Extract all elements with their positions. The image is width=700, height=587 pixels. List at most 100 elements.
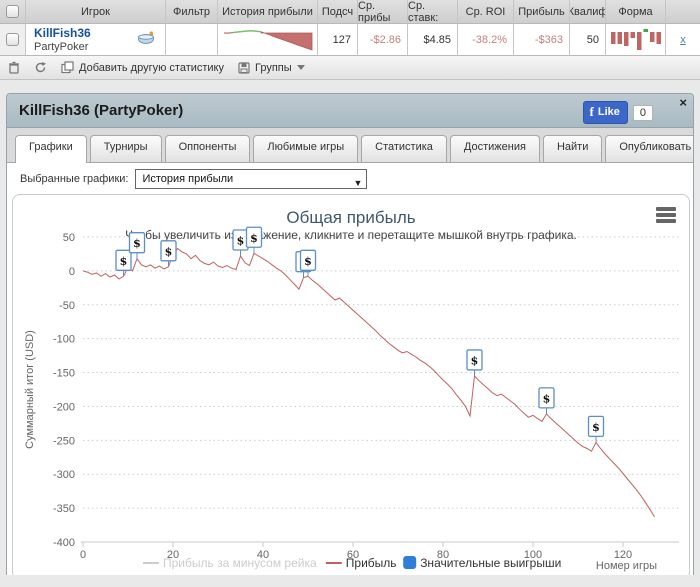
flag-symbol: $ [237, 234, 245, 247]
x-tick-label: 60 [347, 549, 359, 561]
col-avg-roi[interactable]: Ср. ROI [458, 0, 514, 24]
flag-symbol: $ [250, 232, 258, 245]
partypoker-bowl-icon [137, 30, 155, 48]
tab-tournaments[interactable]: Турниры [89, 135, 162, 162]
chart-selector-label: Выбранные графики: [20, 173, 129, 185]
col-profit[interactable]: Прибыль [514, 0, 570, 24]
y-tick-label: -300 [53, 469, 75, 481]
row-select-cell [0, 24, 26, 56]
significant-win-flag[interactable] [245, 226, 263, 248]
dropdown-arrow-icon: ▼ [353, 178, 363, 188]
y-tick-label: -400 [53, 537, 75, 549]
col-form[interactable]: Форма [606, 0, 666, 24]
significant-win-flag[interactable] [128, 232, 146, 254]
close-icon[interactable]: × [679, 95, 687, 110]
profit-line-series [82, 247, 655, 518]
significant-win-flag[interactable] [587, 415, 605, 438]
col-actions [666, 0, 700, 24]
select-all-cell [0, 0, 26, 24]
legend-item[interactable]: Прибыль за минусом рейка [163, 556, 317, 570]
panel-header: KillFish36 (PartyPoker) f Like 0 × [7, 94, 693, 128]
chart-type-selected-value: История прибыли [142, 173, 234, 185]
form-bar-loss [630, 31, 635, 38]
tab-statistics[interactable]: Статистика [361, 135, 447, 162]
col-qualified[interactable]: Квалиф [570, 0, 606, 24]
tab-bar: Графики Турниры Оппоненты Любимые игры С… [7, 128, 693, 163]
significant-win-flag[interactable] [160, 240, 177, 262]
table-row: KillFish36 PartyPoker 127 -$2.86 $4.85 -… [0, 24, 700, 56]
flag-symbol: $ [133, 237, 141, 250]
row-checkbox[interactable] [6, 33, 19, 46]
caret-down-icon [296, 65, 305, 70]
sparkline-loss-area [260, 30, 312, 51]
panel-title: KillFish36 (PartyPoker) [19, 102, 184, 119]
chart-menu-button[interactable] [656, 207, 676, 223]
chart-type-select[interactable]: История прибыли ▼ [135, 169, 368, 189]
tab-achievements[interactable]: Достижения [449, 135, 540, 162]
col-filter[interactable]: Фильтр [166, 0, 218, 24]
significant-win-flag[interactable] [115, 249, 132, 271]
form-bar-loss [623, 31, 628, 46]
refresh-button[interactable] [34, 61, 47, 74]
significant-win-flag[interactable] [538, 387, 555, 409]
player-panel: KillFish36 (PartyPoker) f Like 0 × Графи… [6, 93, 694, 575]
form-bar-loss [610, 31, 615, 44]
legend-marker-square [403, 556, 417, 569]
facebook-icon: f [589, 104, 594, 119]
x-tick-label: 120 [614, 549, 632, 561]
x-tick-label: 0 [80, 549, 86, 561]
col-avg-profit[interactable]: Ср. прибы [358, 0, 408, 24]
legend-item[interactable]: Значительные выигрыши [420, 556, 561, 570]
player-name-link[interactable]: KillFish36 [34, 25, 91, 40]
player-stats-table: Игрок Фильтр История прибыли Подсч Ср. п… [0, 0, 700, 80]
sparkline-start-segment [223, 31, 233, 34]
col-avg-stake[interactable]: Ср. ставк: [408, 0, 458, 24]
flag-symbol: $ [304, 255, 312, 268]
count-value: 127 [318, 24, 358, 56]
y-tick-label: -150 [53, 368, 75, 380]
col-count[interactable]: Подсч [318, 0, 358, 24]
x-tick-label: 100 [524, 549, 542, 561]
form-bar-loss [656, 31, 661, 44]
form-sparkbars [606, 24, 666, 56]
chart-canvas[interactable]: 50 0 -50 -100 -150 -200 -250 -300 -350 -400 0 20 40 6… [13, 195, 689, 575]
flag-symbol: $ [592, 421, 600, 434]
x-tick-label: 80 [437, 549, 449, 561]
significant-win-flag[interactable] [466, 349, 483, 371]
tab-favorite-games[interactable]: Любимые игры [253, 135, 359, 162]
col-player[interactable]: Игрок [26, 0, 166, 24]
disk-icon [238, 61, 250, 74]
facebook-like-label: Like [597, 106, 620, 118]
stats-table-header-row: Игрок Фильтр История прибыли Подсч Ср. п… [0, 0, 700, 24]
x-tick-label: 20 [167, 549, 179, 561]
select-all-checkbox[interactable] [6, 5, 19, 18]
remove-row-cell: x [666, 24, 700, 56]
tab-publish[interactable]: Опубликовать [605, 135, 693, 162]
profit-history-sparkline[interactable] [218, 24, 318, 56]
filter-cell[interactable] [166, 24, 218, 56]
flag-symbol: $ [165, 245, 173, 258]
facebook-like-button[interactable]: f Like [582, 101, 628, 124]
col-profit-history[interactable]: История прибыли [218, 0, 318, 24]
tab-charts[interactable]: Графики [15, 135, 87, 163]
player-cell: KillFish36 PartyPoker [26, 24, 166, 56]
table-toolbar: Добавить другую статистику Группы [0, 56, 700, 80]
y-tick-label: -100 [53, 334, 75, 346]
add-statistic-label: Добавить другую статистику [79, 61, 224, 74]
add-statistic-button[interactable]: Добавить другую статистику [61, 61, 224, 74]
refresh-icon [35, 62, 46, 73]
significant-win-flag[interactable] [299, 249, 317, 271]
tab-find[interactable]: Найти [542, 135, 603, 162]
groups-button[interactable]: Группы [238, 62, 305, 74]
y-tick-label: -200 [53, 401, 75, 413]
flag-symbol: $ [471, 354, 479, 367]
delete-button[interactable] [8, 61, 20, 74]
tab-opponents[interactable]: Оппоненты [164, 135, 251, 162]
flag-symbol: $ [120, 255, 128, 268]
x-axis-title: Номер игры [596, 560, 657, 572]
sparkline-win-segment [232, 29, 261, 33]
y-tick-label: 0 [69, 266, 75, 278]
profit-chart[interactable]: 50 0 -50 -100 -150 -200 -250 -300 -350 -400 0 20 40 6… [12, 194, 690, 575]
remove-row-link[interactable]: x [680, 33, 686, 46]
legend-item[interactable]: Прибыль [346, 556, 397, 570]
